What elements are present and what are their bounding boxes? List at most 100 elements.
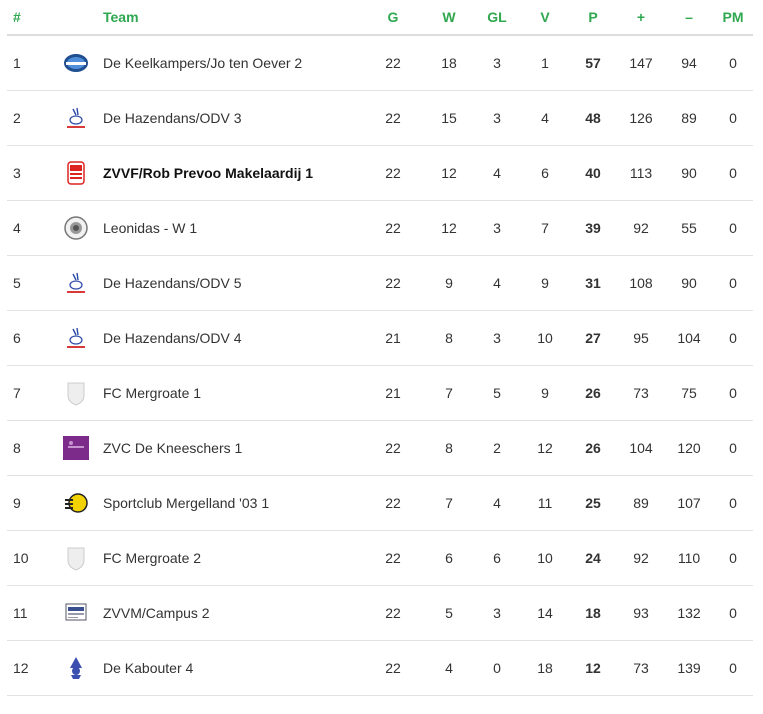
- lost-cell: 9: [521, 365, 569, 421]
- played-cell: 22: [361, 530, 425, 586]
- won-cell: 6: [425, 530, 473, 586]
- played-cell: 22: [361, 35, 425, 91]
- goals-for-cell: 92: [617, 200, 665, 256]
- points-cell: 24: [569, 530, 617, 586]
- team-logo-cell: [49, 365, 103, 421]
- won-cell: 8: [425, 310, 473, 366]
- played-cell: 22: [361, 90, 425, 146]
- team-name-cell: ZVVF/Rob Prevoo Makelaardij 1: [103, 145, 361, 201]
- kabouter-logo-icon: [63, 655, 89, 681]
- table-row: 11 ZVVM/Campus 2 22 5 3 14 18 93 132 0: [7, 585, 753, 641]
- team-logo-cell: [49, 640, 103, 696]
- lost-cell: 7: [521, 200, 569, 256]
- goals-against-cell: 104: [665, 310, 713, 366]
- penalty-points-cell: 0: [713, 420, 753, 476]
- played-cell: 21: [361, 310, 425, 366]
- draw-cell: 0: [473, 640, 521, 696]
- standings-table: # Team G W GL V P + – PM 1 De Keelkampers…: [7, 0, 753, 696]
- leonidas-logo-icon: [63, 215, 89, 241]
- lost-cell: 12: [521, 420, 569, 476]
- played-cell: 22: [361, 475, 425, 531]
- won-cell: 9: [425, 255, 473, 311]
- header-team: Team: [103, 0, 361, 36]
- penalty-points-cell: 0: [713, 475, 753, 531]
- position-cell: 1: [7, 35, 49, 91]
- draw-cell: 4: [473, 145, 521, 201]
- position-cell: 2: [7, 90, 49, 146]
- team-name-cell: De Hazendans/ODV 5: [103, 255, 361, 311]
- position-cell: 4: [7, 200, 49, 256]
- placeholder-shield-icon: [63, 545, 89, 571]
- team-name-cell: FC Mergroate 2: [103, 530, 361, 586]
- played-cell: 22: [361, 420, 425, 476]
- points-cell: 25: [569, 475, 617, 531]
- position-cell: 12: [7, 640, 49, 696]
- zvvf-logo-icon: [63, 160, 89, 186]
- goals-for-cell: 73: [617, 640, 665, 696]
- header-pos: #: [7, 0, 49, 36]
- penalty-points-cell: 0: [713, 530, 753, 586]
- draw-cell: 3: [473, 90, 521, 146]
- points-cell: 40: [569, 145, 617, 201]
- penalty-points-cell: 0: [713, 90, 753, 146]
- table-header-row: # Team G W GL V P + – PM: [7, 0, 753, 36]
- goals-against-cell: 90: [665, 255, 713, 311]
- won-cell: 4: [425, 640, 473, 696]
- position-cell: 3: [7, 145, 49, 201]
- position-cell: 5: [7, 255, 49, 311]
- team-logo-cell: [49, 35, 103, 91]
- penalty-points-cell: 0: [713, 365, 753, 421]
- draw-cell: 3: [473, 585, 521, 641]
- hazendans-logo-icon: [63, 270, 89, 296]
- won-cell: 8: [425, 420, 473, 476]
- lost-cell: 10: [521, 310, 569, 366]
- lost-cell: 10: [521, 530, 569, 586]
- team-name-cell: ZVC De Kneeschers 1: [103, 420, 361, 476]
- lost-cell: 14: [521, 585, 569, 641]
- placeholder-shield-icon: [63, 380, 89, 406]
- header-draw: GL: [473, 0, 521, 36]
- header-goals-against: –: [665, 0, 713, 36]
- points-cell: 26: [569, 365, 617, 421]
- won-cell: 15: [425, 90, 473, 146]
- header-points: P: [569, 0, 617, 36]
- team-logo-cell: [49, 90, 103, 146]
- team-logo-cell: [49, 475, 103, 531]
- table-row: 1 De Keelkampers/Jo ten Oever 2 22 18 3 1 57 14…: [7, 35, 753, 91]
- goals-against-cell: 55: [665, 200, 713, 256]
- goals-for-cell: 104: [617, 420, 665, 476]
- won-cell: 12: [425, 145, 473, 201]
- team-name-cell: De Hazendans/ODV 4: [103, 310, 361, 366]
- team-name-cell: ZVVM/Campus 2: [103, 585, 361, 641]
- penalty-points-cell: 0: [713, 585, 753, 641]
- table-row: 5 De Hazendans/ODV 5 22 9 4 9 31 108 90 0: [7, 255, 753, 311]
- header-played: G: [361, 0, 425, 36]
- table-row: 12 De Kabouter 4 22 4 0 18 12 73 139 0: [7, 640, 753, 696]
- goals-against-cell: 89: [665, 90, 713, 146]
- penalty-points-cell: 0: [713, 310, 753, 366]
- draw-cell: 6: [473, 530, 521, 586]
- position-cell: 9: [7, 475, 49, 531]
- lost-cell: 18: [521, 640, 569, 696]
- keelkampers-logo-icon: [63, 50, 89, 76]
- position-cell: 11: [7, 585, 49, 641]
- lost-cell: 11: [521, 475, 569, 531]
- draw-cell: 3: [473, 35, 521, 91]
- lost-cell: 6: [521, 145, 569, 201]
- lost-cell: 9: [521, 255, 569, 311]
- team-logo-cell: [49, 255, 103, 311]
- points-cell: 48: [569, 90, 617, 146]
- points-cell: 27: [569, 310, 617, 366]
- table-row: 7 FC Mergroate 1 21 7 5 9 26 73 75 0: [7, 365, 753, 421]
- table-row: 8 ZVC De Kneeschers 1 22 8 2 12 26 104 120 0: [7, 420, 753, 476]
- team-logo-cell: [49, 585, 103, 641]
- lost-cell: 1: [521, 35, 569, 91]
- points-cell: 57: [569, 35, 617, 91]
- lost-cell: 4: [521, 90, 569, 146]
- position-cell: 10: [7, 530, 49, 586]
- team-logo-cell: [49, 420, 103, 476]
- goals-against-cell: 107: [665, 475, 713, 531]
- team-name-cell: Leonidas - W 1: [103, 200, 361, 256]
- goals-for-cell: 89: [617, 475, 665, 531]
- penalty-points-cell: 0: [713, 145, 753, 201]
